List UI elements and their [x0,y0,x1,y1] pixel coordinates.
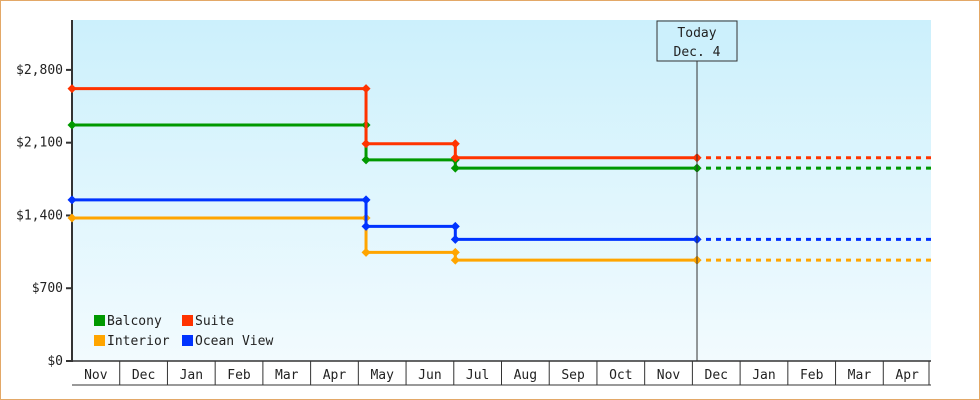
data-point [361,155,371,165]
legend-swatch [94,335,105,346]
series-line-ocean-view [72,198,698,241]
data-point [361,84,371,94]
data-point [450,139,460,149]
y-tick-label: $0 [47,354,63,369]
x-tick-label: Jun [418,368,441,383]
x-tick-label: Feb [800,368,824,383]
legend-label: Balcony [107,314,162,329]
x-tick-label: Sep [561,368,585,383]
x-tick-label: Jan [752,368,775,383]
series-line-interior [72,216,698,262]
y-tick-label: $2,800 [16,63,63,78]
data-point [450,153,460,163]
x-tick-label: Nov [84,368,108,383]
today-date: Dec. 4 [674,45,721,60]
legend-label: Interior [107,334,170,349]
legend-label: Ocean View [195,334,273,349]
x-tick-label: Mar [275,368,299,383]
data-point [361,139,371,149]
x-tick-label: Dec [705,368,728,383]
x-tick-label: Nov [657,368,681,383]
data-point [67,84,77,94]
data-point [361,195,371,205]
data-point [361,221,371,231]
series-line-suite [72,87,698,160]
legend-swatch [182,315,193,326]
x-tick-label: Mar [848,368,872,383]
x-tick-label: Jan [180,368,203,383]
series-line-balcony [72,123,698,170]
x-tick-label: Apr [323,368,347,383]
legend-swatch [182,335,193,346]
y-tick-label: $2,100 [16,136,63,151]
data-point [450,234,460,244]
y-tick-label: $1,400 [16,208,63,223]
data-point [450,255,460,265]
legend-label: Suite [195,314,234,329]
legend-swatch [94,315,105,326]
x-tick-label: May [370,368,394,383]
data-point [450,247,460,257]
plot-background [71,20,931,361]
x-tick-label: Aug [514,368,537,383]
data-point [67,120,77,130]
today-box [656,20,738,62]
x-tick-label: Dec [132,368,155,383]
data-point [67,213,77,223]
x-tick-label: Jul [466,368,489,383]
x-tick-label: Apr [895,368,919,383]
y-tick-label: $700 [32,281,63,296]
data-point [67,195,77,205]
data-point [450,221,460,231]
x-tick-label: Oct [609,368,632,383]
data-point [361,247,371,257]
today-label: Today [677,26,716,41]
data-point [450,163,460,173]
x-tick-label: Feb [227,368,251,383]
